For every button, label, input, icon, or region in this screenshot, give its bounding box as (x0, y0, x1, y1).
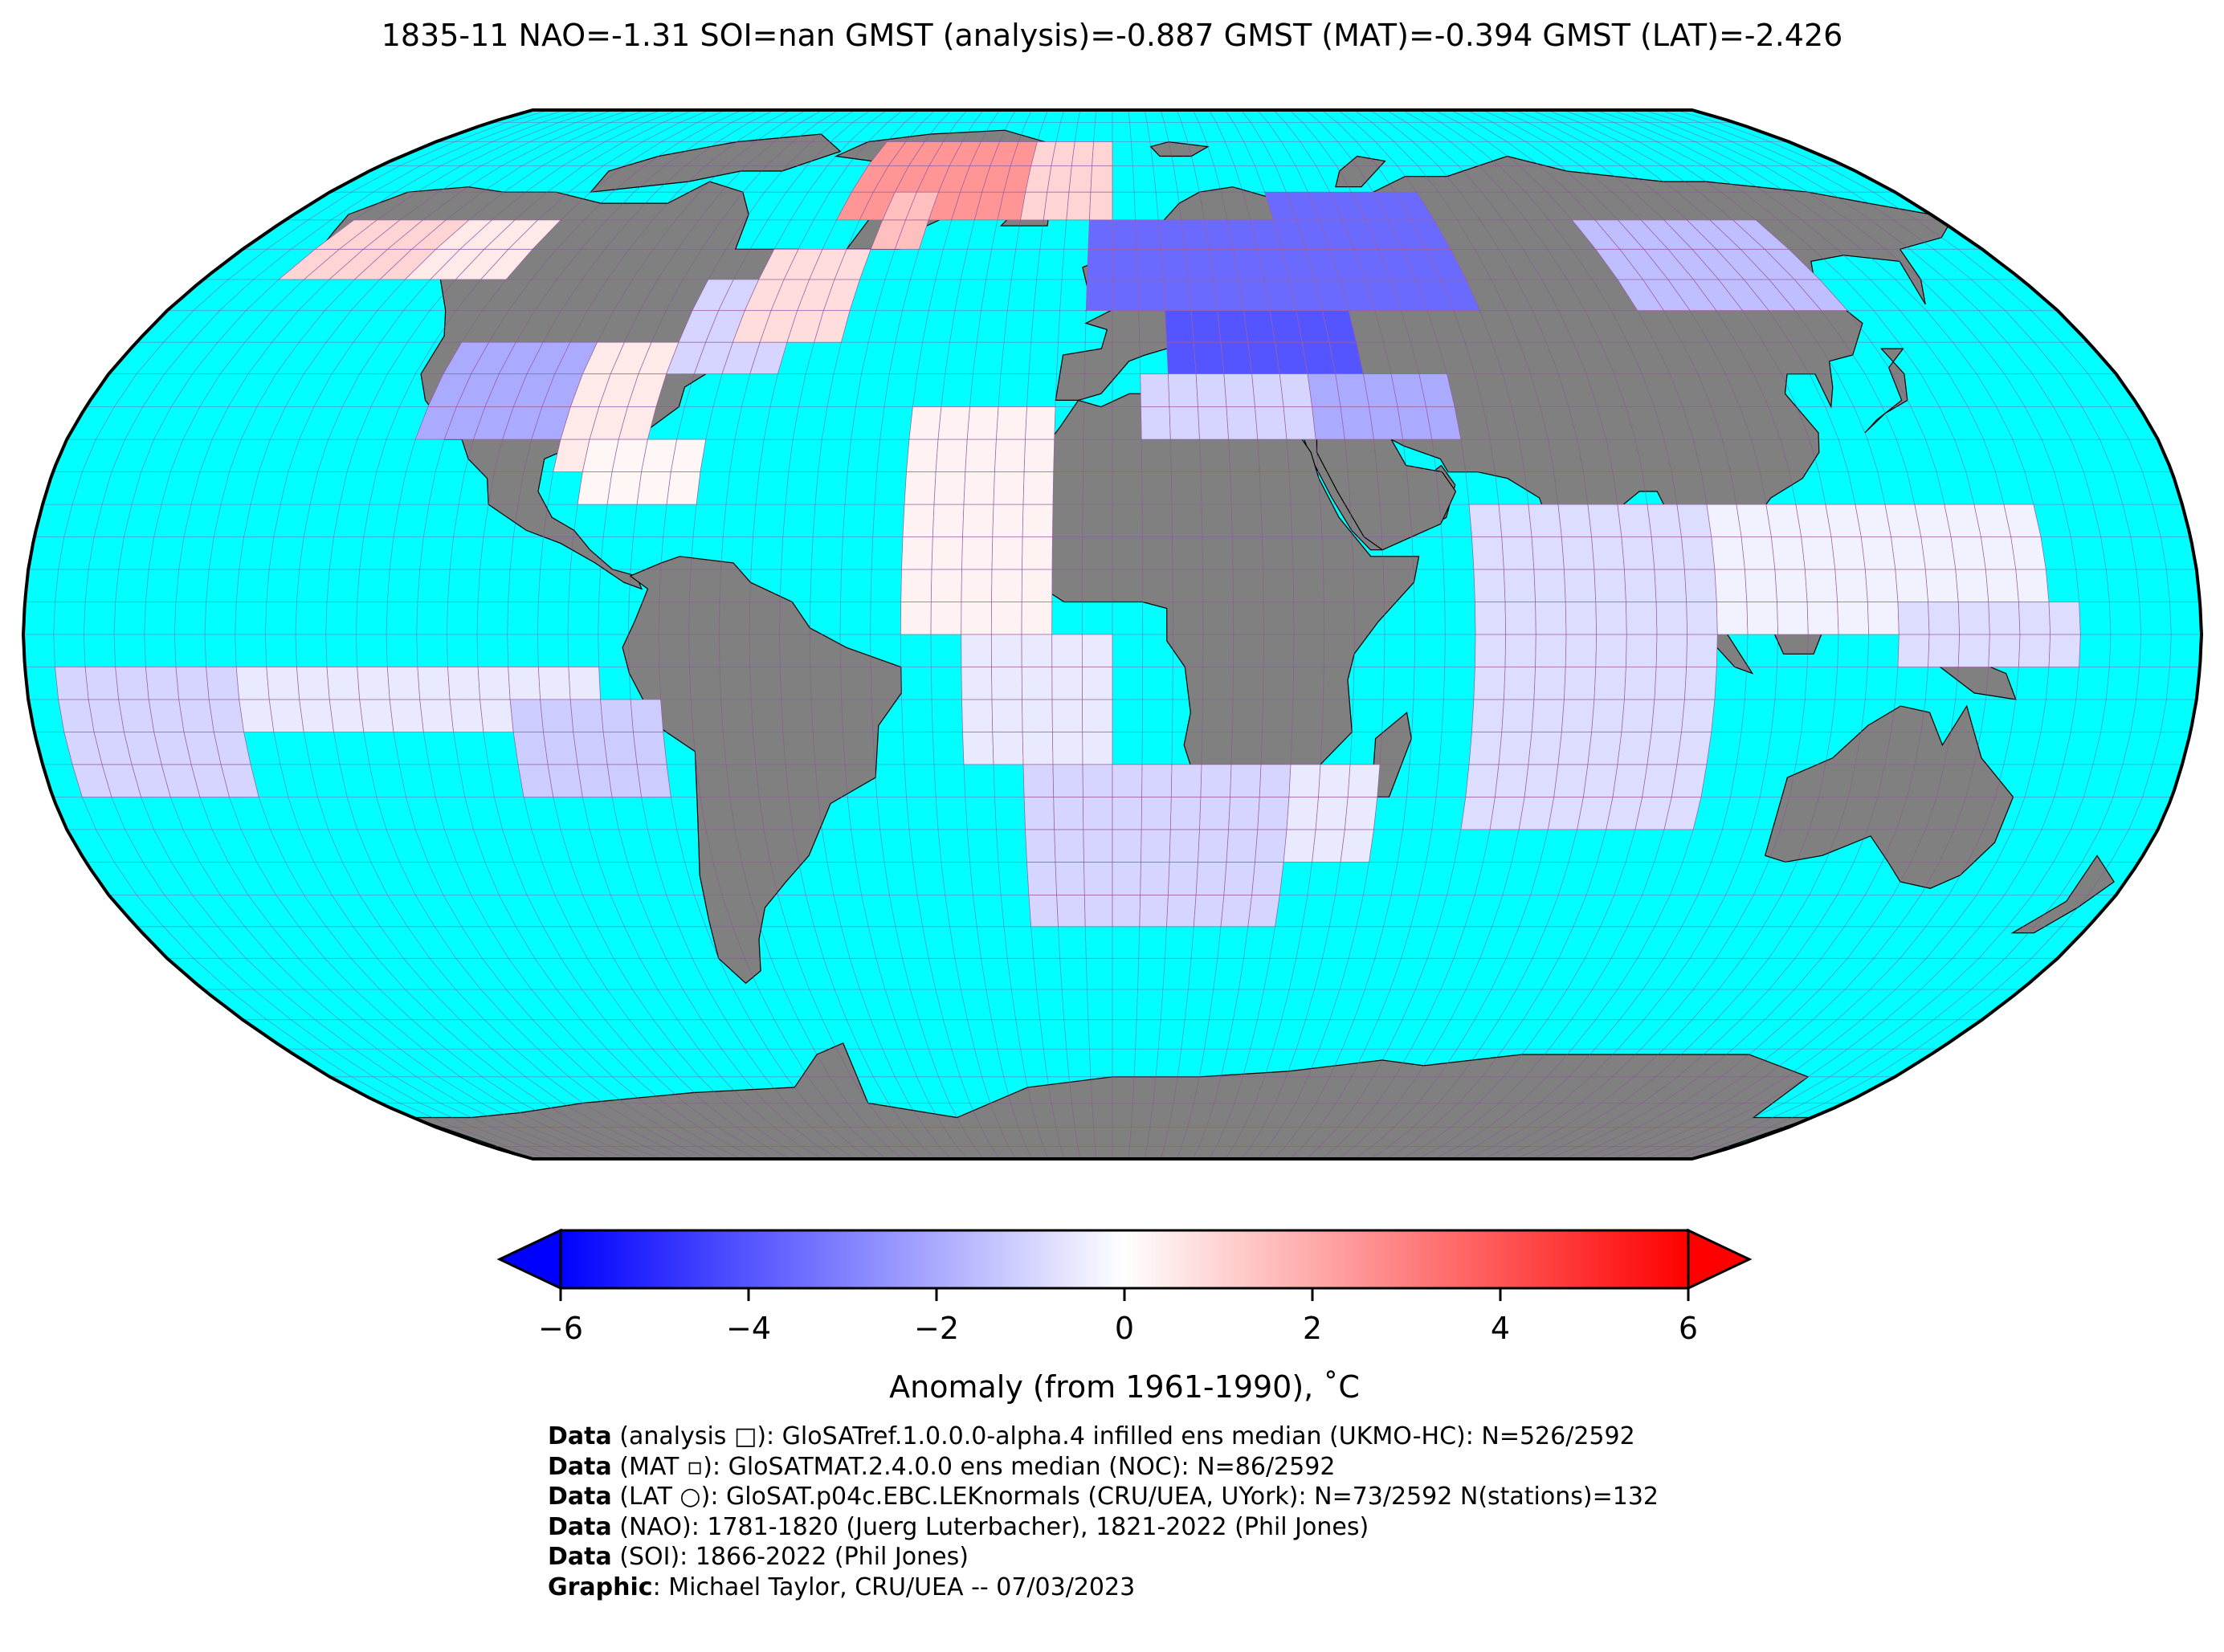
world-map (21, 108, 2204, 1160)
graticule-meridian (598, 110, 839, 1159)
graticule-meridian (416, 110, 743, 1159)
graticule-meridian (567, 110, 823, 1159)
map-border (21, 108, 2204, 1160)
colorbar-tick-label: 4 (1491, 1311, 1510, 1346)
grid-lines (23, 110, 2202, 1159)
graticule-meridian (990, 110, 1049, 1159)
graticule-meridian (204, 110, 630, 1159)
graticule-meridian (235, 110, 646, 1159)
graticule-meridian (1289, 110, 1446, 1159)
graticule-meridian (1434, 110, 1718, 1159)
colorbar-min-extend-triangle (496, 1228, 562, 1291)
colorbar-max-extend-triangle (1687, 1228, 1753, 1291)
graticule-meridian (1595, 110, 2021, 1159)
graticule-meridian (1611, 110, 2051, 1159)
graticule-meridian (1224, 110, 1325, 1159)
graticule-meridian (1369, 110, 1598, 1159)
graticule-meridian (658, 110, 871, 1159)
colorbar-tick-label: 6 (1679, 1311, 1698, 1346)
credits: Data (analysis □): GloSATref.1.0.0.0-alp… (548, 1422, 1659, 1602)
graticule-meridian (1659, 110, 2142, 1159)
graticule-meridian (113, 110, 582, 1159)
graticule-meridian (53, 110, 549, 1159)
graticule-meridian (386, 110, 727, 1159)
colorbar-tick-label: 2 (1303, 1311, 1322, 1346)
graticule-meridian (1192, 110, 1264, 1159)
graticule-meridian (1466, 110, 1779, 1159)
colorbar-label: Anomaly (from 1961-1990), ˚C (889, 1369, 1360, 1405)
graticule-meridian (173, 110, 614, 1159)
graticule-meridian (1337, 110, 1536, 1159)
graticule-meridian (144, 110, 598, 1159)
graticule-meridian (1051, 110, 1081, 1159)
graticule-meridian (1241, 110, 1355, 1159)
graticule-meridian (355, 110, 710, 1159)
graticule-meridian (809, 110, 952, 1159)
graticule-meridian (900, 110, 1001, 1159)
graticule-meridian (1021, 110, 1065, 1159)
graticule-meridian (1482, 110, 1809, 1159)
credit-line-lat: Data (LAT ○): GloSAT.p04c.EBC.LEKnormals… (548, 1483, 1659, 1511)
graticule-meridian (870, 110, 984, 1159)
graticule-meridian (1418, 110, 1688, 1159)
colorbar-gradient (559, 1229, 1690, 1290)
graticule-meridian (627, 110, 855, 1159)
graticule-meridian (1176, 110, 1234, 1159)
graticule-meridian (779, 110, 936, 1159)
land-new-zealand (2010, 855, 2115, 934)
graticule-meridian (1353, 110, 1567, 1159)
graticule-meridian (718, 110, 904, 1159)
graticule-meridian (83, 110, 565, 1159)
graticule-meridian (1273, 110, 1416, 1159)
map-title: 1835-11 NAO=-1.31 SOI=nan GMST (analysis… (381, 18, 1843, 53)
graticule-meridian (537, 110, 807, 1159)
colorbar-tick-label: −6 (538, 1311, 583, 1346)
graticule-meridian (1321, 110, 1507, 1159)
graticule-meridian (1305, 110, 1476, 1159)
credit-line-soi: Data (SOI): 1866-2022 (Phil Jones) (548, 1543, 969, 1571)
colorbar-tick-label: −2 (914, 1311, 959, 1346)
graticule-meridian (961, 110, 1033, 1159)
graticule-meridian (1385, 110, 1627, 1159)
graticule-meridian (1208, 110, 1295, 1159)
graticule-meridian (749, 110, 920, 1159)
graticule-meridian (1498, 110, 1839, 1159)
graticule-meridian (1160, 110, 1204, 1159)
graticule-meridian (264, 110, 662, 1159)
graticule-meridian (446, 110, 759, 1159)
credit-line-mat: Data (MAT ▫): GloSATMAT.2.4.0.0 ens medi… (548, 1452, 1336, 1481)
graticule-meridian (1675, 110, 2172, 1159)
graticule-meridian (1081, 110, 1097, 1159)
graticule-meridian (1257, 110, 1385, 1159)
colorbar-tick-label: 0 (1115, 1311, 1134, 1346)
graticule-meridian (1643, 110, 2112, 1159)
graticule-meridian (476, 110, 775, 1159)
graticule-meridian (1144, 110, 1173, 1159)
graticule-meridian (507, 110, 791, 1159)
graticule-meridian (839, 110, 968, 1159)
graticule-meridian (1531, 110, 1900, 1159)
graticule-meridian (295, 110, 678, 1159)
graticule-meridian (1450, 110, 1749, 1159)
colorbar-tick-label: −4 (726, 1311, 771, 1346)
credit-line-graphic: Graphic: Michael Taylor, CRU/UEA -- 07/0… (548, 1572, 1136, 1601)
graticule-meridian (1579, 110, 1990, 1159)
graticule-meridian (688, 110, 888, 1159)
graticule-meridian (1128, 110, 1144, 1159)
graticule-meridian (1515, 110, 1870, 1159)
graticule-meridian (1547, 110, 1930, 1159)
graticule-meridian (1627, 110, 2081, 1159)
graticule-meridian (1563, 110, 1961, 1159)
graticule-meridian (325, 110, 694, 1159)
credit-line-analysis: Data (analysis □): GloSATref.1.0.0.0-alp… (548, 1422, 1635, 1450)
graticule-meridian (1402, 110, 1658, 1159)
graticule-meridian (930, 110, 1017, 1159)
credit-line-nao: Data (NAO): 1781-1820 (Juerg Luterbacher… (548, 1512, 1369, 1541)
